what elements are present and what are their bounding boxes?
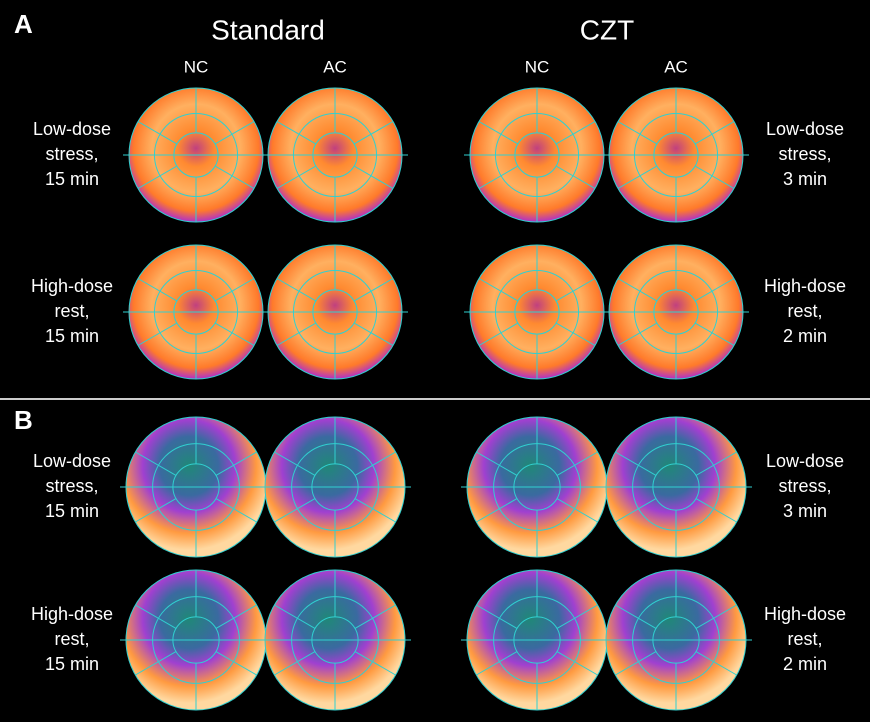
row-label: Low-dose [33,119,111,139]
row-label: 2 min [783,326,827,346]
row-label: stress, [778,144,831,164]
row-label: High-dose [31,276,113,296]
row-label: High-dose [764,604,846,624]
row-label: 15 min [45,169,99,189]
row-label: rest, [54,301,89,321]
group-title: CZT [580,14,634,45]
row-label: rest, [787,301,822,321]
row-label: 15 min [45,501,99,521]
row-label: stress, [45,144,98,164]
row-label: 3 min [783,169,827,189]
panel-label: B [14,405,33,435]
row-label: 15 min [45,654,99,674]
column-label: NC [525,57,550,76]
row-label: 15 min [45,326,99,346]
row-label: 3 min [783,501,827,521]
row-label: Low-dose [766,451,844,471]
panel-label: A [14,9,33,39]
column-label: AC [323,57,347,76]
row-label: Low-dose [33,451,111,471]
row-label: 2 min [783,654,827,674]
column-label: AC [664,57,688,76]
row-label: Low-dose [766,119,844,139]
figure: A B Standard CZT NC AC NC AC Low-dose str… [0,0,870,722]
row-label: stress, [778,476,831,496]
row-label: rest, [787,629,822,649]
column-label: NC [184,57,209,76]
row-label: stress, [45,476,98,496]
row-label: High-dose [31,604,113,624]
row-label: rest, [54,629,89,649]
group-title: Standard [211,14,325,45]
row-label: High-dose [764,276,846,296]
